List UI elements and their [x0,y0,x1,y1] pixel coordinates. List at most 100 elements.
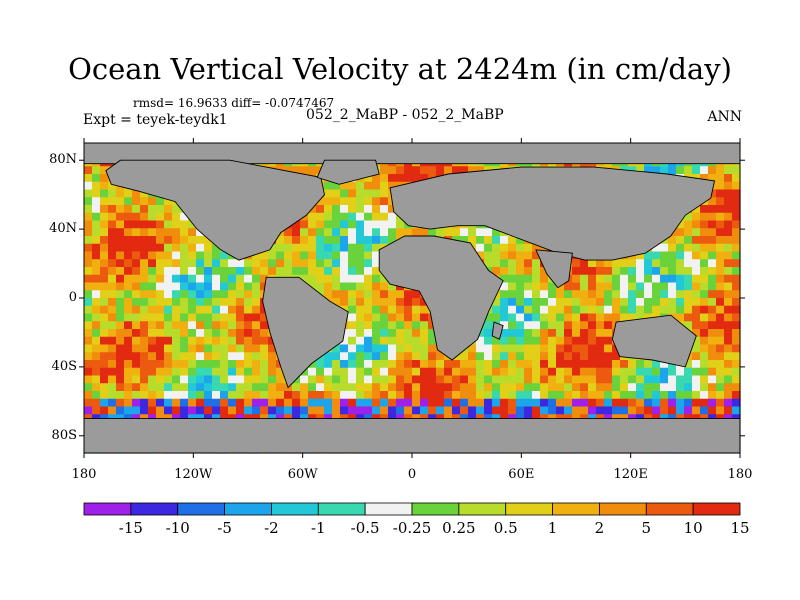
field-cell [732,228,741,237]
field-cell [124,189,133,198]
field-cell [500,406,509,415]
field-cell [444,383,453,392]
field-cell [468,344,477,353]
field-cell [188,267,197,276]
field-cell [620,313,629,322]
field-cell [188,360,197,369]
colorbar-swatch [177,502,225,516]
field-cell [412,228,421,237]
field-cell [148,267,157,276]
field-cell [84,228,93,237]
field-cell [108,181,117,191]
field-cell [140,205,149,214]
field-cell [716,174,725,183]
field-cell [548,398,557,408]
field-cell [516,329,525,338]
field-cell [564,360,573,369]
field-cell [300,274,309,284]
field-cell [116,336,125,346]
field-cell [708,391,717,400]
field-cell [500,398,509,408]
field-cell [300,166,309,175]
field-cell [172,360,181,369]
field-cell [276,259,285,268]
field-cell [204,391,213,400]
field-cell [708,336,717,346]
field-cell [140,251,149,260]
field-cell [372,336,381,346]
field-cell [348,313,357,322]
field-cell [492,391,501,400]
field-cell [260,259,269,268]
field-cell [580,406,589,415]
field-cell [476,398,485,408]
field-cell [684,375,693,384]
field-cell [148,383,157,392]
field-cell [212,360,221,369]
field-cell [500,298,509,307]
field-cell [84,290,93,299]
field-cell [636,391,645,400]
field-cell [532,391,541,400]
field-cell [284,228,293,237]
field-cell [348,321,357,330]
field-cell [580,274,589,284]
field-cell [692,360,701,369]
field-cell [604,375,613,384]
field-cell [692,267,701,276]
field-cell [532,267,541,276]
field-cell [732,344,741,353]
field-cell [676,398,685,408]
field-cell [716,290,725,299]
field-cell [252,259,261,268]
field-cell [692,282,701,291]
field-cell [356,305,365,315]
field-cell [308,251,317,260]
field-cell [92,391,101,400]
field-cell [700,305,709,315]
field-cell [324,181,333,191]
field-cell [500,236,509,245]
field-cell [228,391,237,400]
field-cell [324,391,333,400]
field-cell [372,220,381,229]
field-cell [580,259,589,268]
field-cell [412,321,421,330]
field-cell [132,220,141,229]
field-cell [332,259,341,268]
field-cell [684,243,693,253]
field-cell [556,298,565,307]
field-cell [732,166,741,175]
field-cell [132,282,141,291]
colorbar-swatch [599,502,647,516]
field-cell [300,367,309,377]
field-cell [156,336,165,346]
field-cell [276,375,285,384]
field-cell [348,360,357,369]
field-cell [668,383,677,392]
field-cell [620,367,629,377]
field-cell [244,329,253,338]
field-cell [316,220,325,229]
field-cell [660,290,669,299]
field-cell [140,336,149,346]
field-cell [380,205,389,214]
field-cell [428,228,437,237]
field-cell [724,352,733,361]
field-cell [100,251,109,260]
field-cell [604,321,613,330]
field-cell [252,406,261,415]
field-cell [692,259,701,268]
field-cell [468,391,477,400]
field-cell [372,305,381,315]
field-cell [308,236,317,245]
field-cell [324,197,333,206]
field-cell [724,236,733,245]
field-cell [204,251,213,260]
field-cell [732,360,741,369]
field-cell [108,228,117,237]
field-cell [484,375,493,384]
field-cell [244,305,253,315]
field-cell [180,220,189,229]
field-cell [252,305,261,315]
